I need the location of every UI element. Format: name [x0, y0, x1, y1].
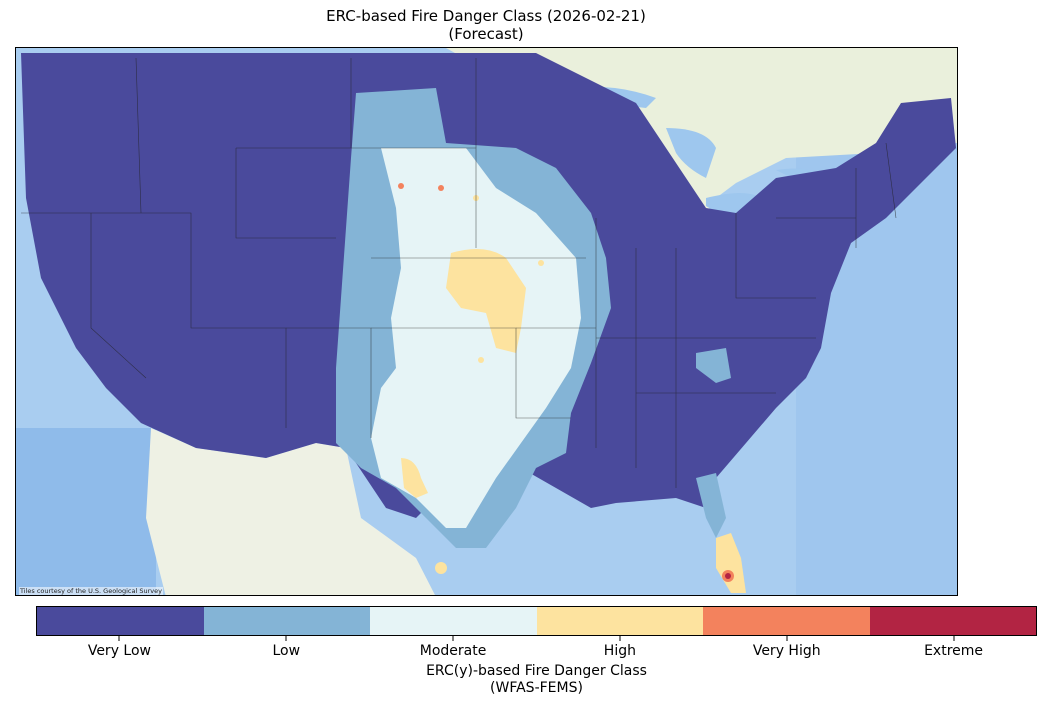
figure-title-line1: ERC-based Fire Danger Class (2026-02-21) [326, 7, 646, 25]
legend-label-very-low: Very Low [87, 643, 151, 659]
lake-erie [706, 193, 761, 213]
lake-ontario [776, 168, 816, 180]
legend-label-very-high: Very High [752, 643, 821, 659]
zone-very-high-dot1 [398, 183, 404, 189]
zone-high-texas [401, 458, 428, 498]
canada-land [16, 48, 957, 213]
colorbar-ticks [118, 636, 955, 641]
legend-label-high: High [603, 643, 636, 659]
map-attribution: Tiles courtesy of the U.S. Geological Su… [19, 587, 163, 595]
legend-label-extreme: Extreme [924, 643, 984, 659]
colorbar-segment-moderate [370, 607, 537, 635]
zone-very-high-dot2 [438, 185, 444, 191]
zone-moderate [371, 148, 581, 528]
zone-high-central [446, 249, 526, 353]
state-borders [21, 57, 897, 488]
mexico-land [146, 428, 435, 595]
colorbar-title: ERC(y)-based Fire Danger Class (WFAS-FEM… [36, 663, 1037, 697]
zone-high-dot2 [538, 260, 544, 266]
pacific-ocean [16, 428, 156, 595]
colorbar-segment-extreme [869, 607, 1036, 635]
colorbar-segment-very-high [703, 607, 870, 635]
figure-title: ERC-based Fire Danger Class (2026-02-21)… [0, 7, 972, 43]
zone-high-dot3 [478, 357, 484, 363]
legend-label-low: Low [272, 643, 301, 659]
zone-low-carolina [696, 348, 731, 383]
lake-huron [666, 128, 716, 178]
map-canvas [16, 48, 957, 595]
zone-extreme-florida [725, 573, 731, 579]
colorbar-title-line1: ERC(y)-based Fire Danger Class [426, 663, 647, 679]
map-panel[interactable] [15, 47, 958, 596]
colorbar-title-line2: (WFAS-FEMS) [490, 680, 583, 696]
colorbar-segment-high [536, 607, 703, 635]
colorbar-segment-low [203, 607, 370, 635]
figure-title-line2: (Forecast) [448, 25, 524, 43]
colorbar-segment-very-low [37, 607, 204, 635]
baja-california [166, 448, 216, 578]
colorbar [36, 606, 1037, 636]
colorbar-labels: Very Low Low Moderate High Very High Ext… [36, 643, 1037, 660]
legend-label-moderate: Moderate [419, 643, 487, 659]
zone-low-florida [696, 473, 726, 538]
zone-high-south-texas [435, 562, 447, 574]
